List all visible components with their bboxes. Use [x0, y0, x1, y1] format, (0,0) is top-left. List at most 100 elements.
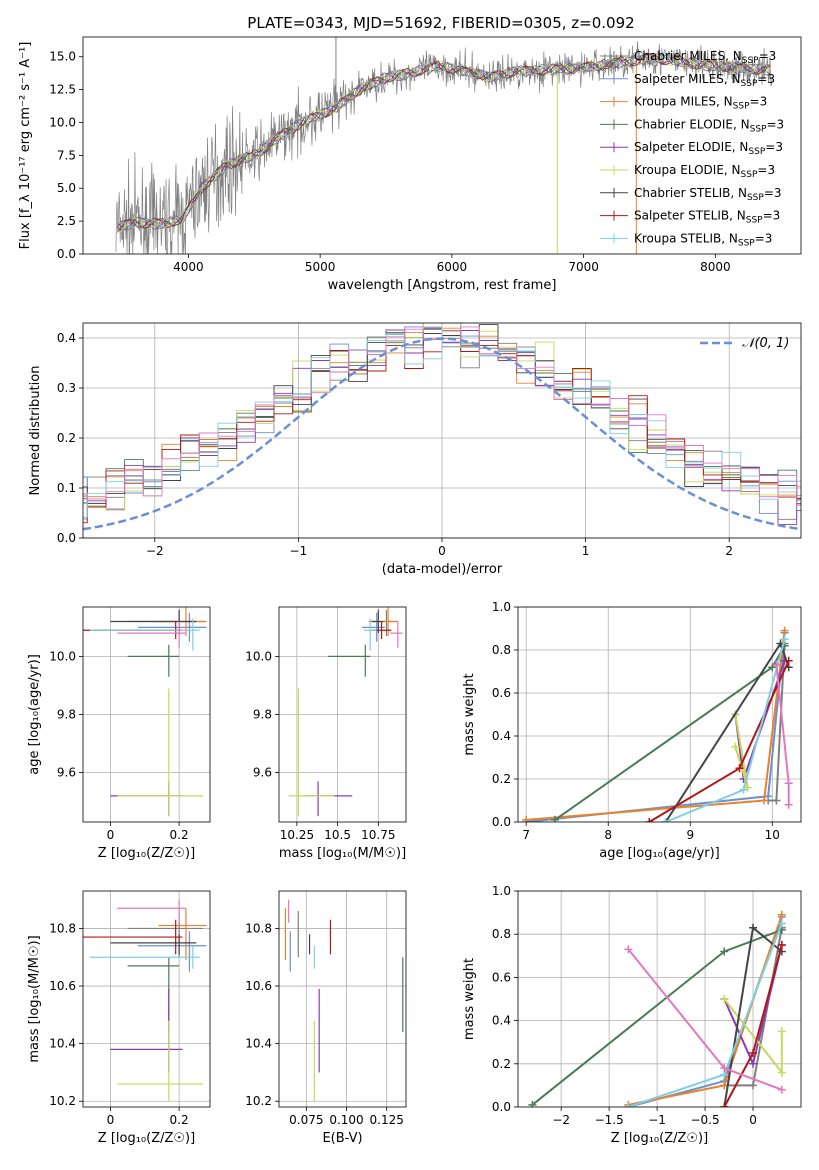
axes-frame — [517, 890, 802, 1108]
y-tick-label: 0.0 — [57, 247, 76, 261]
plot-area — [279, 607, 406, 822]
x-axis-label: (data-model)/error — [382, 562, 503, 577]
x-tick-label: 2 — [725, 544, 733, 558]
y-tick-label: 0.4 — [57, 331, 76, 345]
y-tick-label: 10.4 — [245, 1037, 272, 1051]
weight-marker — [777, 941, 786, 949]
legend-label: Salpeter ELODIE, NSSP=3 — [634, 140, 783, 157]
x-tick-label: 10.75 — [361, 828, 395, 842]
weight-marker — [777, 1027, 786, 1036]
y-tick-label: 0.6 — [492, 686, 511, 700]
y-tick-label: 10.2 — [49, 1094, 76, 1108]
legend-label: Kroupa ELODIE, NSSP=3 — [634, 163, 775, 180]
weight-marker — [772, 661, 781, 670]
plot-area — [83, 323, 801, 538]
weight-marker — [749, 1059, 758, 1068]
plot-area — [279, 891, 406, 1107]
x-tick-label: 1 — [582, 544, 590, 558]
weight-marker — [777, 910, 786, 919]
y-tick-label: 10.0 — [49, 649, 76, 663]
weight-marker — [624, 945, 633, 954]
x-tick-label: 4000 — [173, 260, 204, 274]
y-tick-label: 0.0 — [492, 815, 511, 829]
y-tick-label: 10.0 — [49, 115, 76, 129]
weight-marker — [720, 1103, 729, 1107]
weight-line — [526, 630, 786, 821]
x-tick-label: 9 — [686, 828, 694, 842]
legend-label: Chabrier ELODIE, NSSP=3 — [634, 117, 784, 134]
x-axis-label: age [log₁₀(age/yr)] — [599, 846, 720, 861]
x-tick-label: 0 — [107, 828, 115, 842]
y-tick-label: 0.6 — [492, 970, 511, 984]
y-axis-label: age [log₁₀(age/yr)] — [27, 654, 42, 775]
weight-marker — [749, 1049, 758, 1057]
plot-area — [115, 37, 773, 254]
x-tick-label: 0 — [107, 1113, 115, 1127]
x-axis-label: wavelength [Angstrom, rest frame] — [328, 278, 557, 293]
axes-frame — [82, 606, 211, 823]
y-tick-label: 10.6 — [49, 979, 76, 993]
plot-area — [83, 607, 210, 822]
weight-marker — [760, 796, 769, 805]
axes-frame — [278, 606, 407, 823]
axes-frame — [82, 890, 211, 1108]
x-tick-label: −2 — [146, 544, 164, 558]
x-tick-label: 0.075 — [289, 1113, 323, 1127]
x-tick-label: 0.125 — [370, 1113, 404, 1127]
weight-marker — [784, 800, 793, 809]
axes-frame — [82, 36, 802, 255]
y-tick-label: 5.0 — [57, 181, 76, 195]
panel-weight_vs_age: 7 8 9 10 0.0 0.2 0.4 0.6 0.8 1.0 age [log₁₀(age/yr… — [462, 600, 802, 861]
weight-marker — [780, 635, 789, 644]
weight-marker — [661, 818, 670, 822]
weight-marker — [720, 1064, 729, 1073]
y-tick-label: 10.6 — [245, 979, 272, 993]
y-tick-label: 0.2 — [492, 1057, 511, 1071]
x-tick-label: 5000 — [305, 260, 336, 274]
weight-marker — [645, 818, 654, 822]
x-tick-label: 8000 — [700, 260, 731, 274]
y-tick-label: 0.3 — [57, 381, 76, 395]
weight-marker — [735, 764, 744, 773]
weight-line — [664, 641, 790, 822]
weight-marker — [749, 1081, 758, 1090]
panel-weight_vs_Z: −2 −1.5 −1 −0.5 0 0.0 0.2 0.4 0.6 0.8 1.0 Z [log₁₀(… — [462, 884, 802, 1146]
panel-spectrum: 4000 5000 6000 7000 8000 0.0 2.5 5.0 7.5 10.0 12.5… — [18, 36, 802, 293]
weight-marker — [768, 663, 777, 672]
y-tick-label: 0.0 — [57, 531, 76, 545]
plot-area — [518, 607, 801, 822]
x-tick-label: −1 — [290, 544, 308, 558]
x-axis-label: mass [log₁₀(M/M☉)] — [279, 846, 406, 861]
weight-marker — [772, 796, 781, 805]
x-tick-label: 7000 — [568, 260, 599, 274]
y-axis-label: Normed distribution — [28, 366, 43, 496]
axes-frame — [278, 890, 407, 1108]
weight-marker — [720, 995, 729, 1003]
weight-marker — [749, 923, 758, 932]
spectrum-model-line — [117, 52, 771, 233]
figure-title: PLATE=0343, MJD=51692, FIBERID=0305, z=0… — [247, 14, 634, 32]
weight-marker — [624, 1103, 633, 1107]
y-tick-label: 0.2 — [492, 772, 511, 786]
y-axis-label: mass [log₁₀(M/M☉)] — [27, 935, 42, 1062]
legend-label: Kroupa STELIB, NSSP=3 — [634, 231, 772, 248]
x-axis-label: Z [log₁₀(Z/Z☉)] — [611, 1131, 708, 1146]
histogram-step — [83, 323, 801, 518]
weight-line — [554, 645, 786, 821]
y-tick-label: 9.6 — [253, 766, 272, 780]
x-tick-label: −1 — [648, 1113, 666, 1127]
y-tick-label: 10.0 — [245, 649, 272, 663]
weight-line — [526, 632, 786, 822]
x-tick-label: 10 — [765, 828, 780, 842]
weight-marker — [720, 947, 729, 956]
axes-frame — [517, 606, 802, 823]
weight-marker — [522, 815, 531, 822]
y-tick-label: 1.0 — [492, 600, 511, 614]
y-tick-label: 9.8 — [253, 708, 272, 722]
y-tick-label: 0.2 — [57, 431, 76, 445]
x-tick-label: 0.2 — [170, 1113, 189, 1127]
panel-residuals: −2 −1 0 1 2 0.0 0.1 0.2 0.3 0.4 (data-model)/error… — [28, 322, 802, 577]
y-tick-label: 10.8 — [245, 921, 272, 935]
y-tick-label: 0.8 — [492, 927, 511, 941]
